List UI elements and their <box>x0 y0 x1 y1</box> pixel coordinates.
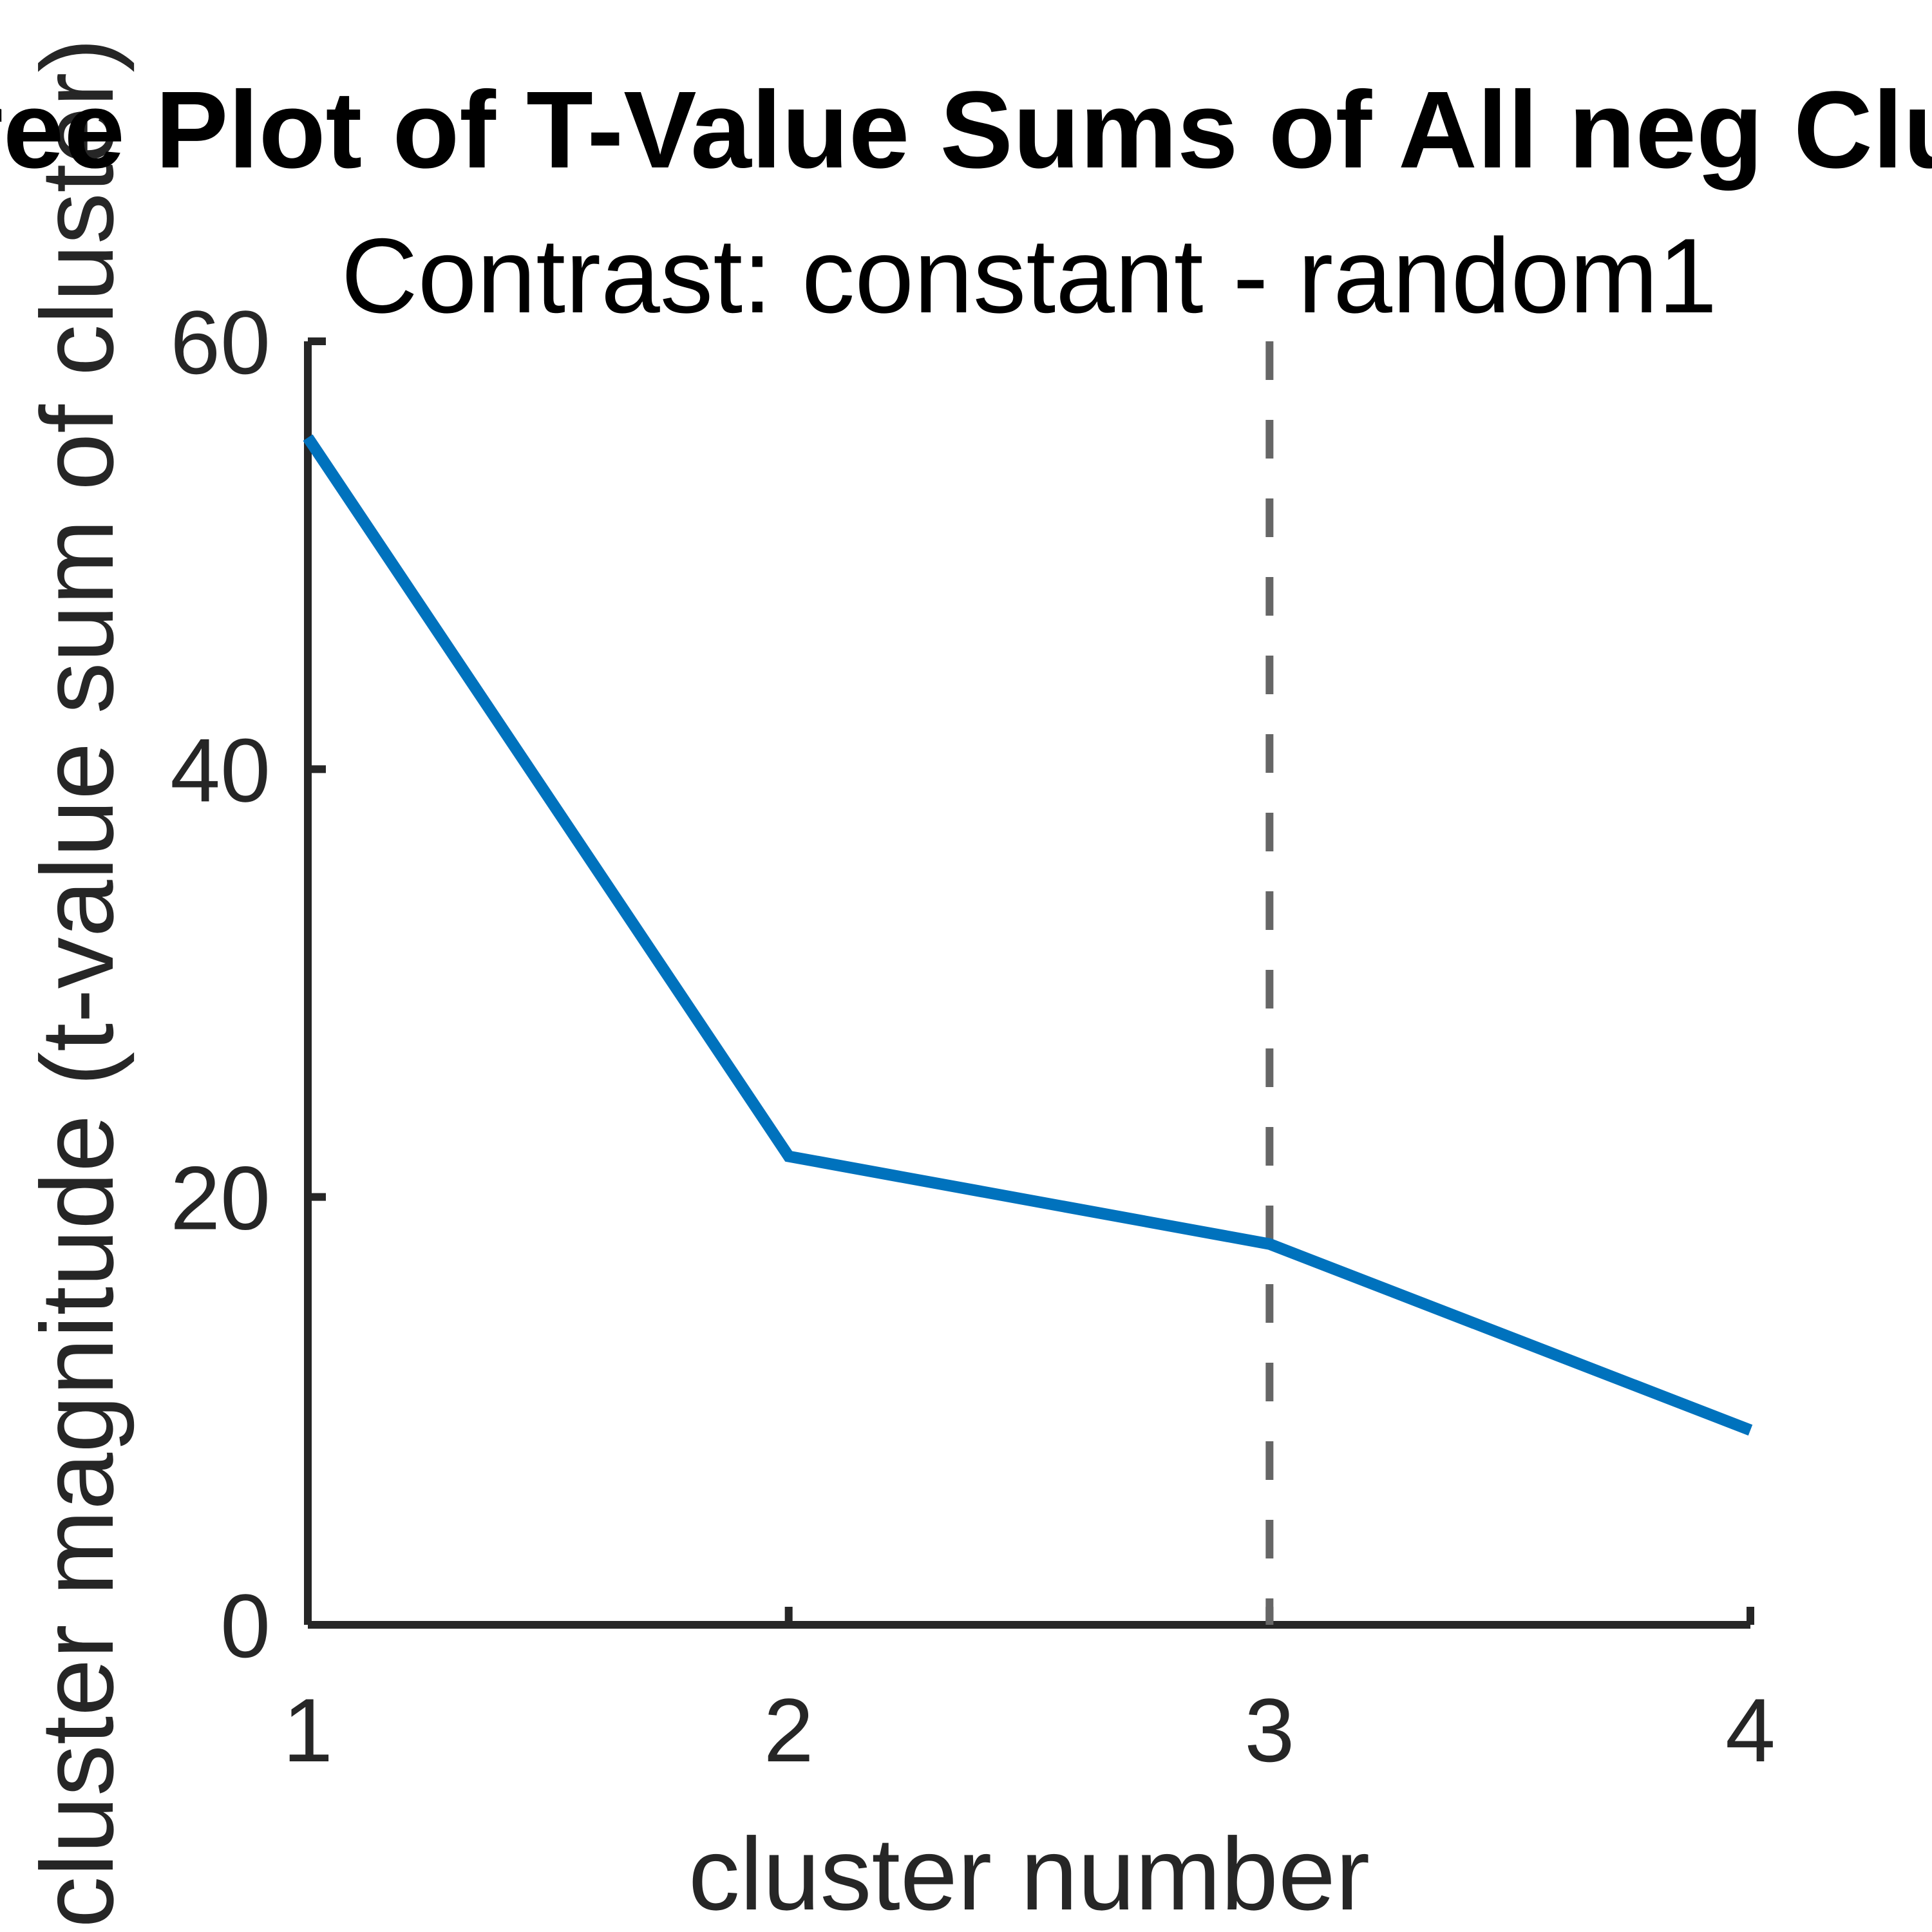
x-axis-ticks: 1 2 3 4 <box>283 1607 1776 1781</box>
y-tick-label: 0 <box>220 1575 270 1676</box>
x-tick-label: 1 <box>283 1680 333 1781</box>
chart-subtitle: Contrast: constant - random1 <box>341 216 1718 335</box>
y-tick-label: 40 <box>170 719 270 820</box>
y-tick-label: 60 <box>170 292 270 393</box>
y-axis-label: cluster magnitude (t-value sum of cluste… <box>19 38 135 1927</box>
series-group <box>303 434 1753 1436</box>
x-tick-label: 3 <box>1244 1680 1294 1781</box>
x-axis-label: cluster number <box>688 1816 1370 1931</box>
series-line-1 <box>303 434 1753 1436</box>
x-tick-label: 2 <box>764 1680 814 1781</box>
x-tick-label: 4 <box>1725 1680 1776 1781</box>
y-axis-ticks: 0 20 40 60 <box>170 292 326 1676</box>
y-tick-label: 20 <box>170 1148 270 1249</box>
chart-title: Scree Plot of T-Value Sums of All neg Cl… <box>0 69 1932 191</box>
